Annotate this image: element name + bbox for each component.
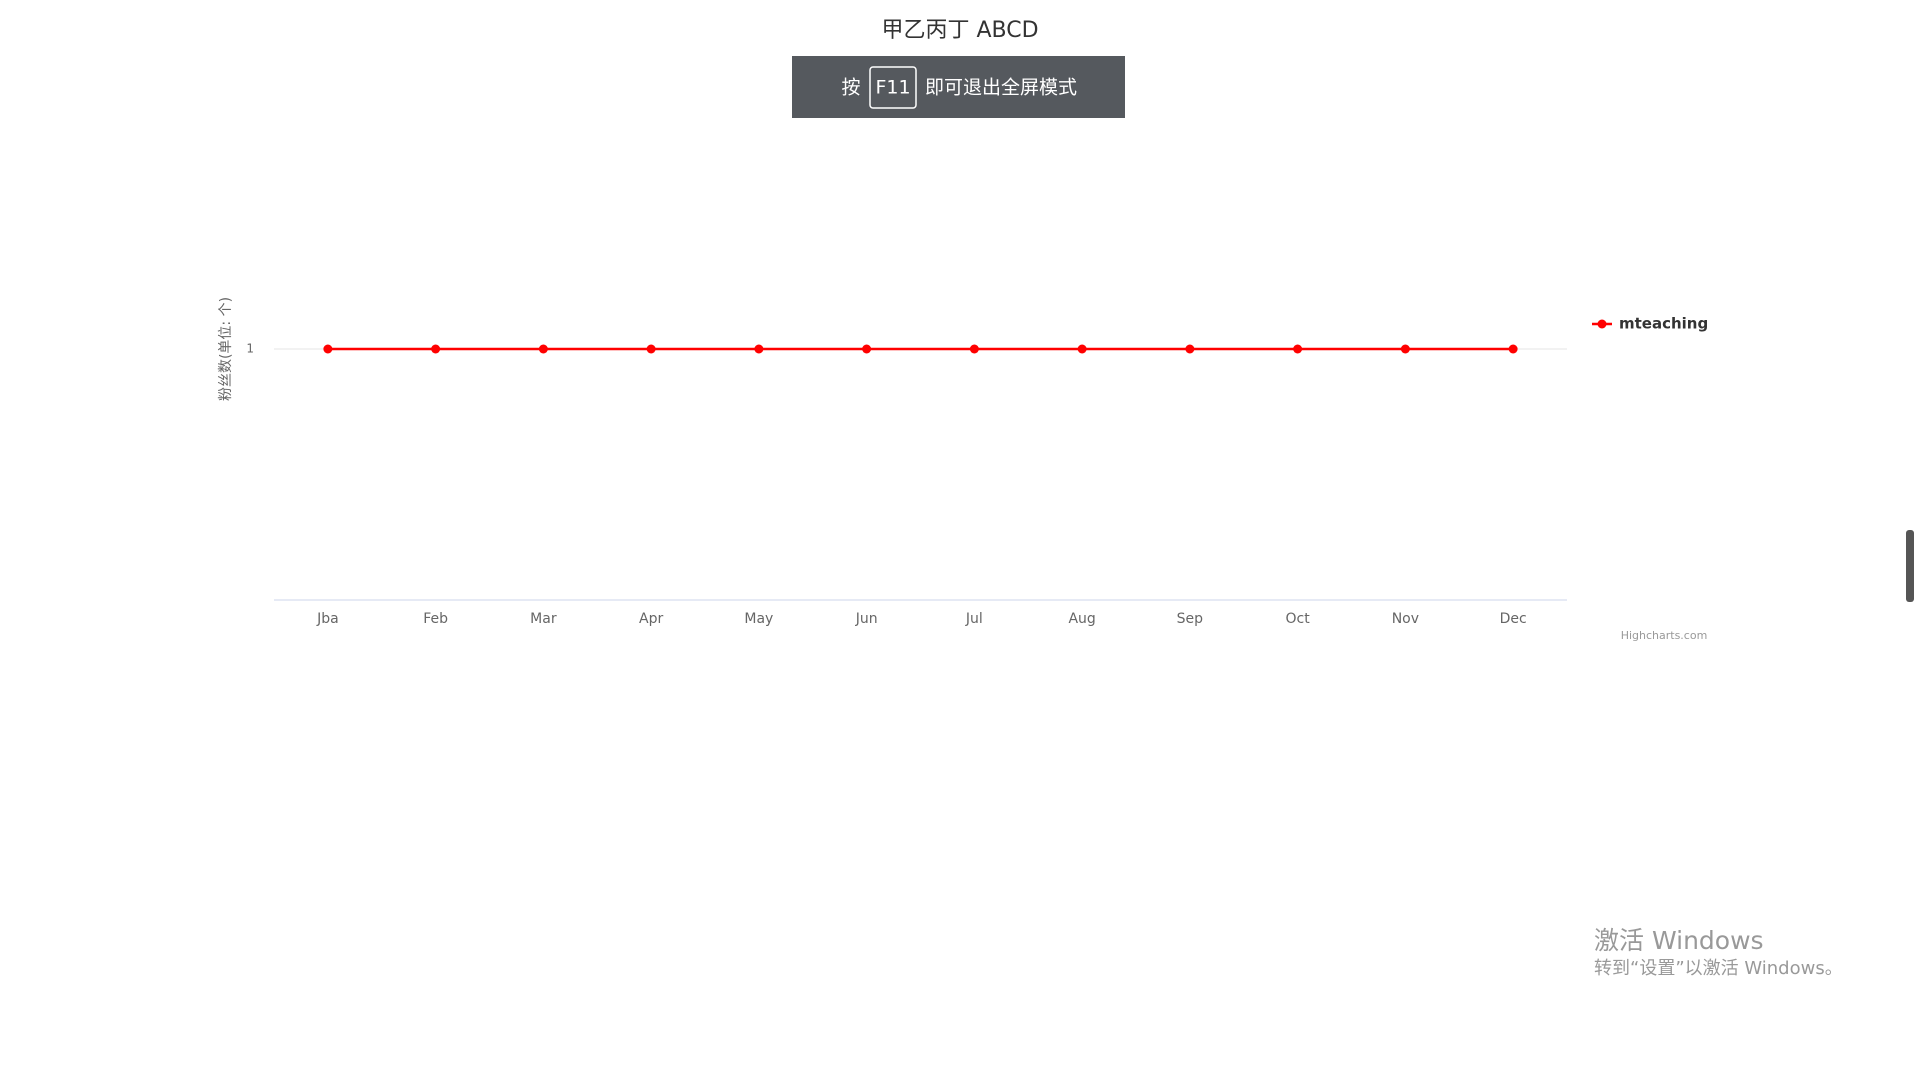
legend-label[interactable]: mteaching — [1619, 315, 1708, 333]
y-axis-title: 粉丝数(单位: 个) — [218, 297, 234, 401]
point — [1185, 344, 1195, 354]
x-tick-label: Jul — [965, 611, 983, 627]
x-tick-label: Jun — [855, 611, 878, 627]
point — [1293, 344, 1303, 354]
y-tick-label: 1 — [246, 342, 254, 356]
credits: Highcharts.com — [1621, 629, 1708, 642]
x-tick-label: Feb — [423, 611, 448, 627]
x-tick-label: Aug — [1068, 611, 1095, 627]
fullscreen-overlay: 按 F11 即可退出全屏模式 — [792, 56, 1125, 118]
point — [538, 344, 548, 354]
overlay-box — [792, 56, 1125, 118]
point — [862, 344, 872, 354]
chart-title: 甲乙丙丁 ABCD — [881, 18, 1038, 43]
overlay-key: F11 — [875, 77, 910, 99]
scrollbar[interactable] — [1906, 530, 1914, 602]
x-tick-label: Dec — [1500, 611, 1527, 627]
point — [431, 344, 441, 354]
point — [1400, 344, 1410, 354]
point — [754, 344, 764, 354]
point — [1508, 344, 1518, 354]
x-tick-label: Mar — [530, 611, 557, 627]
key-box — [869, 66, 917, 109]
x-tick-label: Sep — [1177, 611, 1204, 627]
overlay-text: 即可退出全屏模式 — [925, 77, 1077, 99]
point — [323, 344, 333, 354]
watermark-subtitle: 转到“设置”以激活 Windows。 — [1594, 958, 1843, 979]
x-tick-label: Oct — [1286, 611, 1311, 627]
point — [1077, 344, 1087, 354]
point — [646, 344, 656, 354]
watermark-title: 激活 Windows — [1594, 926, 1764, 955]
x-tick-label: May — [744, 611, 773, 627]
overlay-text: 按 — [841, 77, 860, 99]
legend-marker — [1597, 319, 1607, 329]
point — [969, 344, 979, 354]
x-tick-label: Apr — [639, 611, 663, 627]
x-tick-label: Jba — [316, 611, 339, 627]
x-tick-label: Nov — [1392, 611, 1419, 627]
